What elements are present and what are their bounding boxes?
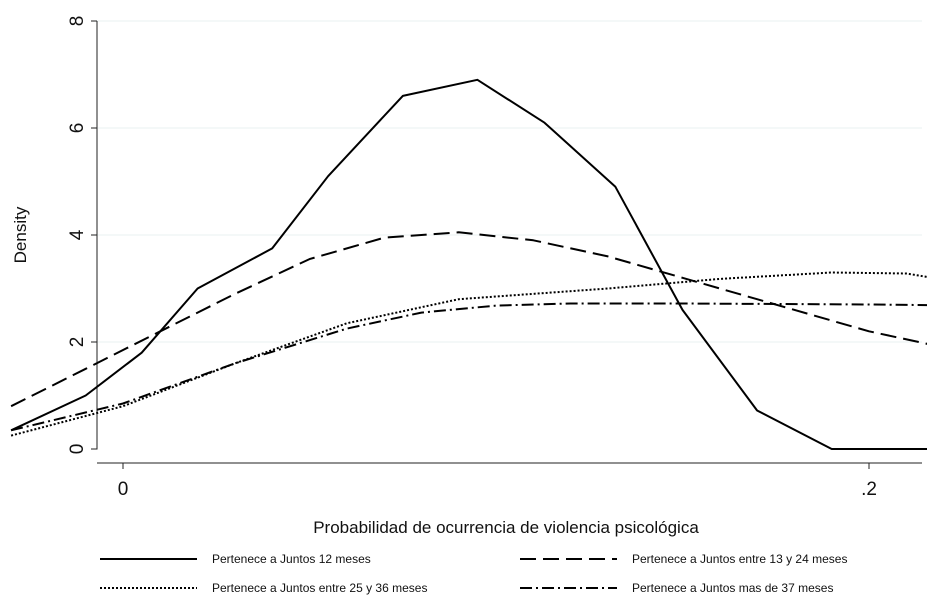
y-tick-label: 0 bbox=[67, 444, 88, 455]
series-lines bbox=[10, 78, 927, 450]
legend: Pertenece a Juntos 12 meses Pertenece a J… bbox=[100, 552, 847, 595]
gridlines bbox=[97, 20, 922, 343]
y-tick-label: 4 bbox=[67, 229, 88, 240]
x-tick-label: .2 bbox=[861, 479, 877, 500]
series-line-2 bbox=[10, 231, 927, 408]
legend-label-2: Pertenece a Juntos entre 13 y 24 meses bbox=[632, 552, 847, 566]
x-axis-title: Probabilidad de ocurrencia de violencia … bbox=[313, 518, 699, 537]
legend-label-1: Pertenece a Juntos 12 meses bbox=[212, 552, 371, 566]
y-tick-label: 8 bbox=[67, 16, 88, 27]
series-line-4 bbox=[10, 302, 927, 432]
y-tick-label: 2 bbox=[67, 337, 88, 348]
y-tick-label: 6 bbox=[67, 123, 88, 134]
legend-label-4: Pertenece a Juntos mas de 37 meses bbox=[632, 581, 833, 595]
legend-label-3: Pertenece a Juntos entre 25 y 36 meses bbox=[212, 581, 427, 595]
x-tick-label: 0 bbox=[118, 479, 129, 500]
y-axis-title: Density bbox=[11, 206, 30, 263]
series-line-3 bbox=[10, 271, 927, 437]
series-line-1 bbox=[10, 78, 927, 450]
